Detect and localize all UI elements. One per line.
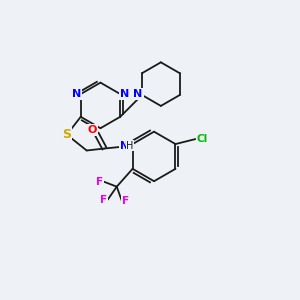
Text: N: N <box>120 140 129 151</box>
Text: N: N <box>72 89 81 99</box>
Text: F: F <box>96 177 103 187</box>
Text: S: S <box>62 128 71 141</box>
Text: N: N <box>119 89 129 99</box>
Text: F: F <box>100 194 107 205</box>
Text: Cl: Cl <box>196 134 208 144</box>
Text: F: F <box>122 196 129 206</box>
Text: O: O <box>88 125 97 135</box>
Text: H: H <box>126 140 134 151</box>
Text: N: N <box>134 89 143 99</box>
